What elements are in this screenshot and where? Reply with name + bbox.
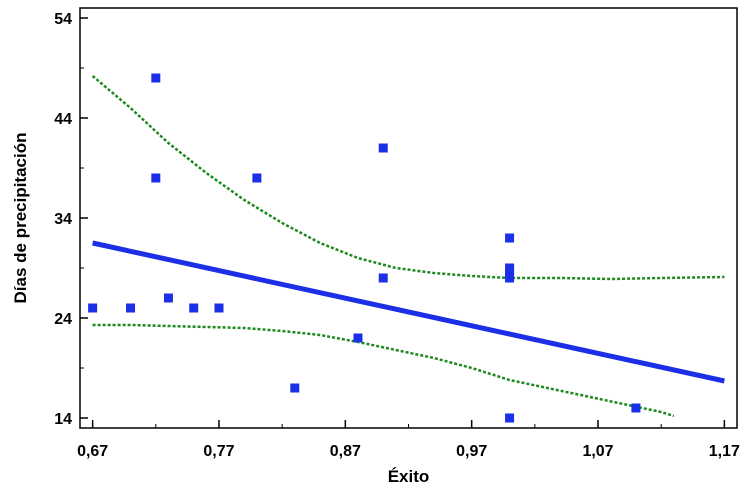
data-point — [126, 303, 136, 313]
data-point — [631, 403, 641, 413]
x-tick-label: 1,17 — [709, 443, 740, 460]
data-point — [505, 273, 515, 283]
data-point — [505, 233, 515, 243]
upper-band-line — [91, 75, 725, 281]
data-point — [151, 173, 161, 183]
data-point — [189, 303, 199, 313]
lower-confidence-band — [92, 323, 675, 418]
data-point — [378, 273, 388, 283]
y-tick-label: 44 — [54, 111, 72, 128]
data-point — [88, 303, 98, 313]
data-point — [505, 268, 515, 278]
plot-frame — [79, 7, 738, 429]
fit-line — [92, 240, 725, 384]
x-tick-label: 0,67 — [77, 443, 108, 460]
data-point — [290, 383, 300, 393]
data-point — [252, 173, 262, 183]
data-point — [353, 333, 363, 343]
y-tick-label: 54 — [54, 11, 72, 28]
data-point — [505, 413, 515, 423]
data-point — [505, 263, 515, 273]
x-tick-label: 0,87 — [330, 443, 361, 460]
data-point — [214, 303, 224, 313]
y-tick-label: 14 — [54, 411, 72, 428]
x-tick-label: 0,77 — [203, 443, 234, 460]
lower-band-line — [92, 323, 675, 418]
x-tick-label: 0,97 — [456, 443, 487, 460]
data-point — [151, 73, 161, 83]
data-point — [163, 293, 173, 303]
y-tick-label: 24 — [54, 311, 72, 328]
fit-line-group — [92, 240, 725, 384]
x-tick-label: 1,07 — [582, 443, 613, 460]
data-points — [88, 73, 641, 423]
x-axis-title: Éxito — [388, 467, 430, 486]
upper-confidence-band — [91, 75, 725, 281]
y-tick-label: 34 — [54, 211, 72, 228]
y-axis-title: Días de precipitación — [11, 133, 30, 304]
data-point — [378, 143, 388, 153]
x-axis: 0,67 0,77 0,87 0,97 1,07 1,17 — [77, 420, 740, 460]
y-axis: 14 24 34 44 54 — [54, 11, 88, 428]
